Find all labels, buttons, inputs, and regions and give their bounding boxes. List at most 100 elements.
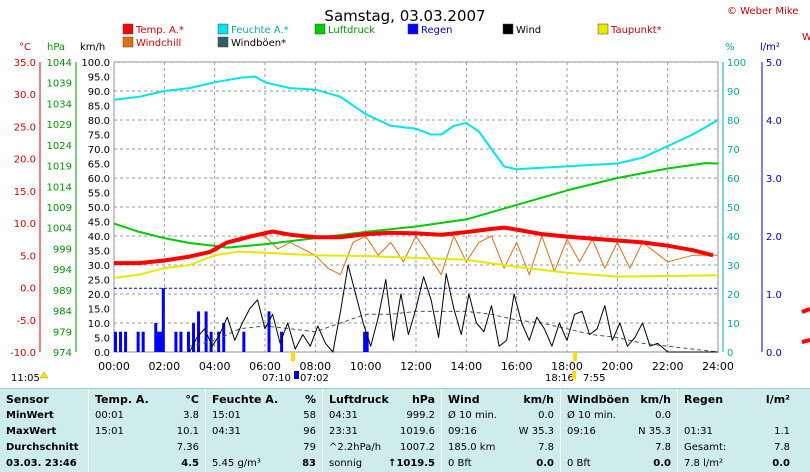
- rain-tick: 0.0: [766, 348, 782, 359]
- stats-min-label: MinWert: [6, 410, 54, 421]
- pressure_hpa-tick: 1039: [47, 79, 72, 90]
- stats-rain-header: Regen: [684, 393, 724, 406]
- edge-temp-marker: [801, 307, 810, 314]
- pressure_hpa-tick: 994: [53, 265, 72, 276]
- statistics-panel: Sensor MinWert MaxWert Durchschnitt 03.0…: [0, 388, 810, 472]
- rain-bar: [114, 331, 117, 352]
- speed_kmh-tick: 80.0: [88, 116, 110, 127]
- stats-wind-avg-value: 7.8: [538, 442, 554, 453]
- unit-pressure-label: hPa: [47, 42, 65, 53]
- series-windb-en-line: [189, 310, 719, 353]
- legend: Temp. A.* Feuchte A.* Luftdruck Regen Wind Ta…: [122, 23, 662, 49]
- x-tick-label: 22:00: [652, 360, 684, 373]
- speed_kmh-tick: 30.0: [88, 261, 110, 272]
- sunset-time-label: 18:16: [545, 373, 574, 384]
- stats-gust-bft: 0 Bft: [567, 458, 591, 469]
- legend-swatch: [122, 36, 134, 48]
- stats-gust-avg10-value: 0.0: [655, 410, 671, 421]
- speed_kmh-tick: 70.0: [88, 145, 110, 156]
- stats-gust-column: Windböen km/h Ø 10 min. 0.0 09:16 N 35.3 7.…: [561, 389, 677, 472]
- stats-pressure-trend: ^2.2hPa/h: [329, 442, 382, 453]
- pressure_hpa-tick: 1004: [47, 224, 72, 235]
- x-tick-label: 00:00: [98, 360, 130, 373]
- rain-bar: [267, 311, 271, 352]
- speed_kmh-tick: 75.0: [88, 131, 110, 142]
- stats-avg-label: Durchschnitt: [6, 442, 79, 453]
- humidity-tick: 100: [727, 58, 746, 69]
- rain-tick: 4.0: [766, 116, 782, 127]
- unit-temp-label: °C: [19, 42, 31, 53]
- legend-label: Regen: [421, 25, 453, 36]
- stats-temp-max-time: 15:01: [95, 426, 124, 437]
- stats-rain-column: Regen l/m² 01:31 1.1 Gesamt: 7.8 7.8 l/m² 0.…: [678, 389, 796, 472]
- rain-bar: [365, 331, 369, 352]
- speed_kmh-tick: 0.0: [94, 348, 110, 359]
- x-tick-label: 18:00: [551, 360, 583, 373]
- legend-label: Taupunkt*: [610, 25, 662, 36]
- temp_c-tick: 20.0: [14, 155, 36, 166]
- series-feuchte-a-line: [113, 75, 719, 171]
- speed_kmh-tick: 50.0: [88, 203, 110, 214]
- chart-title: Samstag, 03.03.2007: [324, 7, 485, 25]
- humidity-tick: 50: [727, 203, 740, 214]
- sunrise-time-label: 07:10: [262, 373, 291, 384]
- speed_kmh-tick: 20.0: [88, 290, 110, 301]
- speed_kmh-tick: 65.0: [88, 160, 110, 171]
- stats-rain-unit: l/m²: [765, 393, 790, 406]
- humidity-tick: 30: [727, 261, 740, 272]
- stats-wind-max-time: 09:16: [448, 426, 477, 437]
- legend-swatch: [122, 23, 134, 35]
- humidity-tick: 40: [727, 232, 740, 243]
- rain-bar: [141, 331, 145, 352]
- rain-bar: [136, 331, 140, 352]
- weather-chart: Samstag, 03.03.2007 © Weber Mike W Temp.…: [10, 6, 810, 384]
- x-tick-label: 10:00: [350, 360, 382, 373]
- stats-humidity-unit: %: [304, 393, 316, 406]
- stats-pressure-max-time: 23:31: [329, 426, 358, 437]
- speed_kmh-tick: 100.0: [81, 58, 110, 69]
- stats-gust-avg-value: 7.8: [655, 442, 671, 453]
- humidity-tick: 90: [727, 87, 740, 98]
- stats-gust-max-value: N 35.3: [638, 426, 671, 437]
- stats-pressure-current-value: ↑1019.5: [388, 458, 435, 469]
- sunset-flag-label: 7:55: [583, 373, 605, 384]
- rain-tick: 2.0: [766, 232, 782, 243]
- pressure_hpa-tick: 1029: [47, 120, 72, 131]
- sunrise-flag-icon: [294, 371, 299, 379]
- stats-humidity-min-time: 15:01: [212, 410, 241, 421]
- rain-tick: 5.0: [766, 58, 782, 69]
- temp_c-tick: -10.0: [10, 348, 36, 359]
- legend-label: Luftdruck: [328, 25, 375, 36]
- rain-bar: [217, 331, 221, 352]
- stats-rain-max-value: 1.1: [774, 426, 790, 437]
- rain-bar: [159, 331, 163, 352]
- rain-bar: [209, 331, 213, 352]
- stats-wind-distance: 185.0 km: [448, 442, 496, 453]
- speed_kmh-tick: 95.0: [88, 73, 110, 84]
- unit-humidity-label: %: [725, 42, 735, 53]
- stats-pressure-unit: hPa: [411, 393, 435, 406]
- stats-temp-current-value: 4.5: [181, 458, 199, 469]
- sunset-flag-icon: [572, 371, 576, 379]
- stats-wind-column: Wind km/h Ø 10 min. 0.0 09:16 W 35.3 185.0 …: [442, 389, 560, 472]
- rain-bar: [280, 331, 284, 352]
- moon-icon: [39, 371, 49, 379]
- stats-temp-min-time: 00:01: [95, 410, 124, 421]
- pressure_hpa-tick: 1024: [47, 141, 72, 152]
- stats-gust-header: Windböen: [567, 393, 630, 406]
- stats-humidity-avg-value: 79: [303, 442, 316, 453]
- pressure_hpa-tick: 1009: [47, 203, 72, 214]
- legend-swatch: [217, 36, 229, 48]
- stats-humidity-current-value: 83: [302, 458, 316, 469]
- temp_c-tick: 10.0: [14, 219, 36, 230]
- stats-humidity-min-value: 58: [303, 410, 316, 421]
- stats-gust-unit: km/h: [640, 393, 671, 406]
- unit-speed-label: km/h: [80, 42, 105, 53]
- rain-bar: [179, 331, 183, 352]
- stats-sensor-header: Sensor: [6, 393, 49, 406]
- pressure_hpa-tick: 984: [53, 307, 72, 318]
- x-tick-label: 12:00: [400, 360, 432, 373]
- stats-wind-header: Wind: [448, 393, 480, 406]
- temp_c-tick: 0.0: [20, 284, 36, 295]
- speed_kmh-tick: 45.0: [88, 218, 110, 229]
